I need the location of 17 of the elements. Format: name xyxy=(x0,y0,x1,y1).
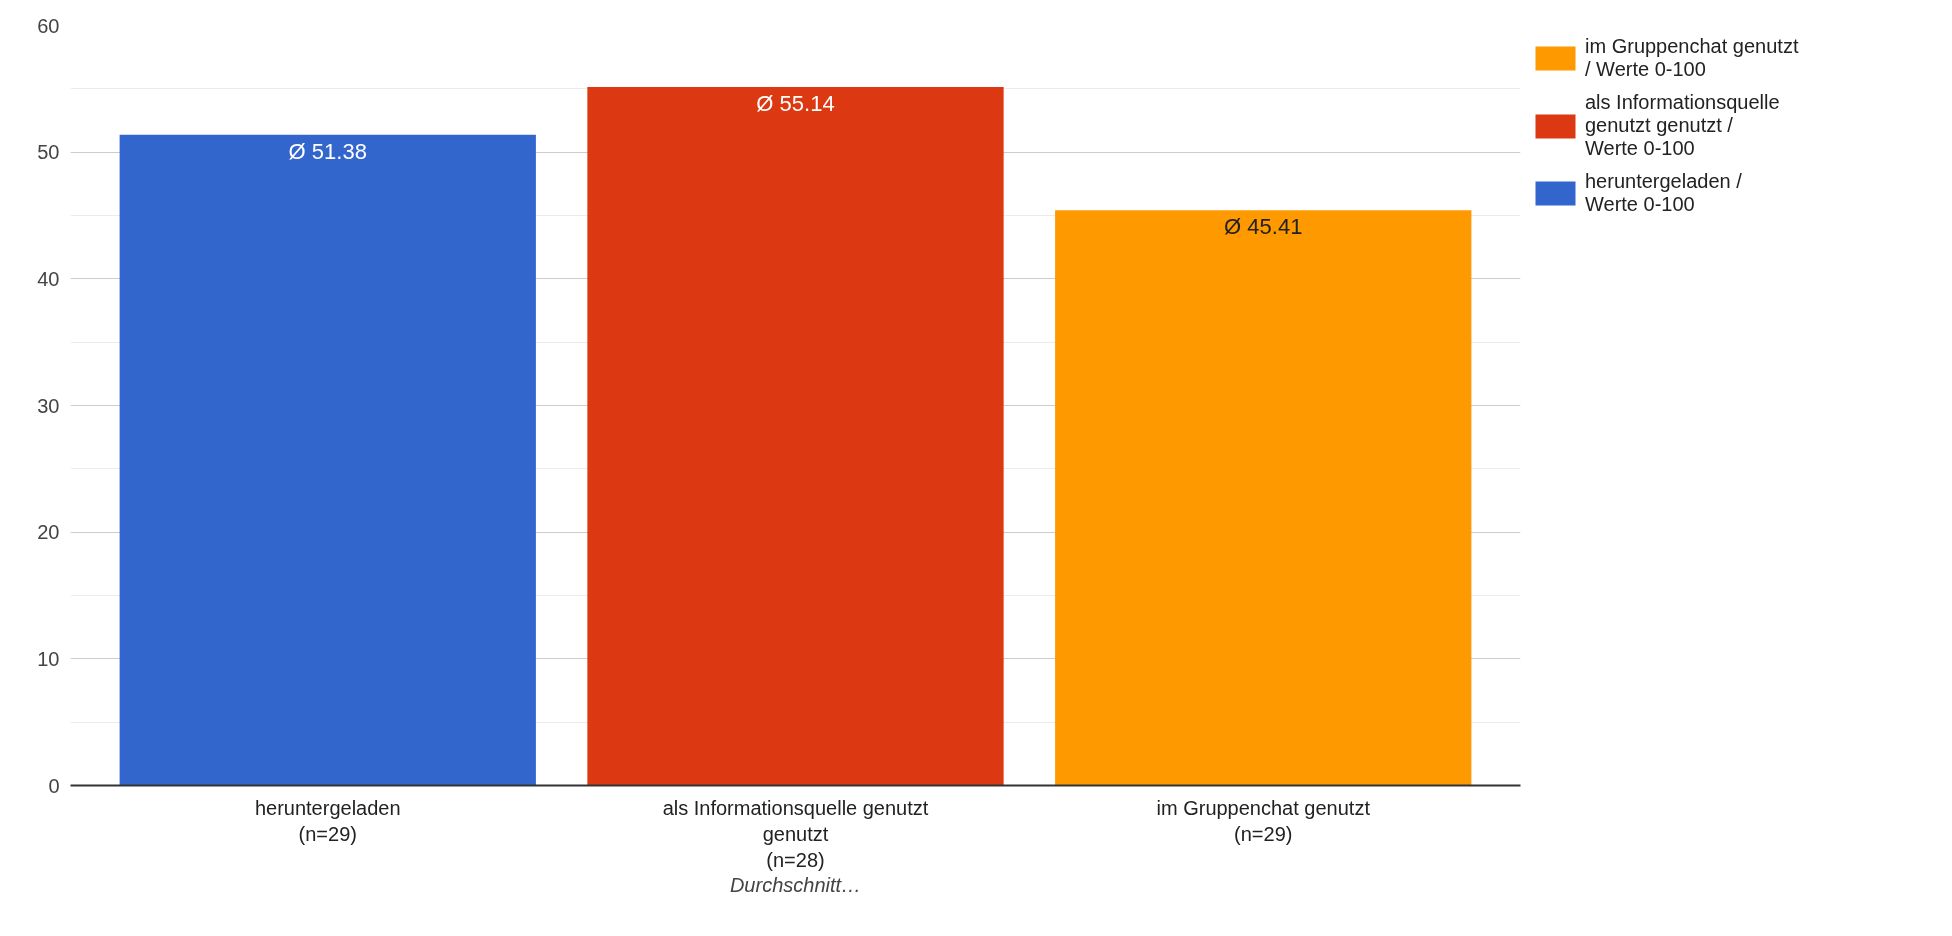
y-tick-label: 10 xyxy=(37,647,60,670)
y-tick-label: 0 xyxy=(48,774,60,797)
x-tick-label: als Informationsquelle genutzt genutzt (n=28) xyxy=(662,796,929,872)
legend-label: als Informationsquelle genutzt genutzt / Werte 0-100 xyxy=(1585,91,1780,160)
y-tick-label: 20 xyxy=(37,521,60,544)
data-label: Ø 45.41 xyxy=(1224,214,1303,240)
x-axis-title: Durchschnitt… xyxy=(729,874,862,897)
x-tick-label: heruntergeladen (n=29) xyxy=(254,796,401,845)
y-tick-label: 50 xyxy=(37,141,60,164)
legend-label: heruntergeladen / Werte 0-100 xyxy=(1585,170,1742,216)
legend-label: im Gruppenchat genutzt / Werte 0-100 xyxy=(1585,35,1799,81)
y-tick-label: 30 xyxy=(37,394,60,417)
data-label: Ø 55.14 xyxy=(756,91,835,117)
x-tick-label: im Gruppenchat genutzt (n=29) xyxy=(1156,796,1371,845)
data-label: Ø 51.38 xyxy=(288,138,367,164)
y-tick-label: 40 xyxy=(37,267,60,290)
y-tick-label: 60 xyxy=(37,14,60,37)
